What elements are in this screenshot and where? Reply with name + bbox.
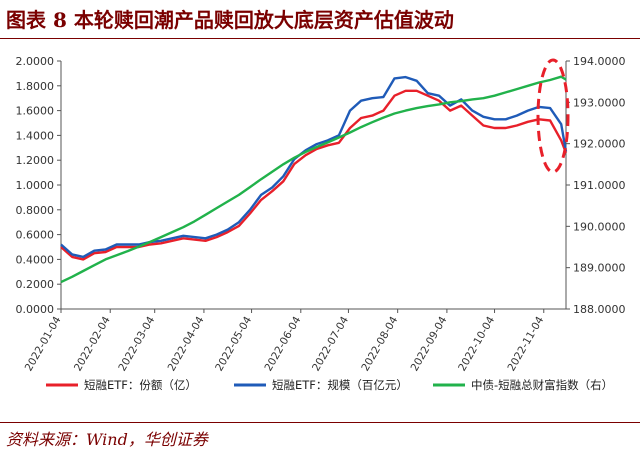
x-tick-label: 2022-01-04: [23, 314, 64, 373]
y-left-tick-label: 1.6000: [16, 105, 55, 118]
y-left-tick-label: 1.4000: [16, 129, 55, 142]
x-tick-label: 2022-07-04: [310, 314, 351, 373]
y-left-tick-label: 2.0000: [16, 55, 55, 68]
y-left-tick-label: 1.2000: [16, 154, 55, 167]
y-right-tick-label: 193.0000: [573, 96, 626, 109]
x-tick-label: 2022-09-04: [409, 314, 450, 373]
x-tick-label: 2022-11-04: [505, 314, 546, 373]
chart-title: 图表 8 本轮赎回潮产品赎回放大底层资产估值波动: [6, 8, 454, 32]
line-chart: 0.0000 0.2000 0.4000 0.6000 0.8000 1.0000 1.20…: [16, 55, 626, 392]
y-left-tick-label: 0.6000: [16, 229, 55, 242]
x-tick-label: 2022-06-04: [262, 314, 303, 373]
series-line-2: [60, 75, 568, 259]
y-right-tick-label: 192.0000: [573, 138, 626, 151]
y-right-tick-label: 188.0000: [573, 303, 626, 316]
y-left-tick-label: 0.2000: [16, 278, 55, 291]
legend-label-3: 中债-短融总财富指数（右）: [471, 378, 613, 392]
x-tick-label: 2022-08-04: [359, 314, 400, 373]
y-right-tick-label: 194.0000: [573, 55, 626, 68]
legend-label-2: 短融ETF：规模（百亿元）: [272, 378, 408, 392]
y-right-tick-label: 189.0000: [573, 262, 626, 275]
y-left-tick-label: 0.8000: [16, 204, 55, 217]
x-tick-label: 2022-02-04: [72, 314, 113, 373]
x-tick-label: 2022-05-04: [213, 314, 254, 373]
series-line-1: [60, 89, 568, 261]
y-right-tick-label: 190.0000: [573, 220, 626, 233]
x-tick-label: 2022-03-04: [116, 314, 157, 373]
y-right-tick-label: 191.0000: [573, 179, 626, 192]
legend-label-1: 短融ETF：份额（亿）: [84, 378, 197, 392]
y-left-tick-label: 1.0000: [16, 179, 55, 192]
y-left-tick-label: 0.4000: [16, 253, 55, 266]
title-divider: [0, 38, 640, 39]
source-divider: [0, 422, 640, 423]
x-tick-label: 2022-10-04: [456, 314, 497, 373]
source-note: 资料来源：Wind，华创证券: [6, 430, 208, 449]
y-left-tick-label: 1.8000: [16, 80, 55, 93]
highlight-ellipse: [536, 58, 570, 174]
y-left-tick-label: 0.0000: [16, 303, 55, 316]
series-line-3: [60, 75, 567, 284]
x-tick-label: 2022-04-04: [166, 314, 207, 373]
